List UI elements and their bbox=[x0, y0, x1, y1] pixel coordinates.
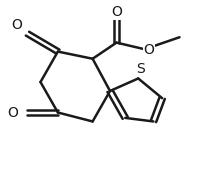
Text: O: O bbox=[11, 18, 22, 32]
Text: O: O bbox=[111, 5, 122, 19]
Text: S: S bbox=[136, 62, 145, 76]
Text: O: O bbox=[144, 43, 154, 57]
Text: O: O bbox=[7, 106, 18, 120]
